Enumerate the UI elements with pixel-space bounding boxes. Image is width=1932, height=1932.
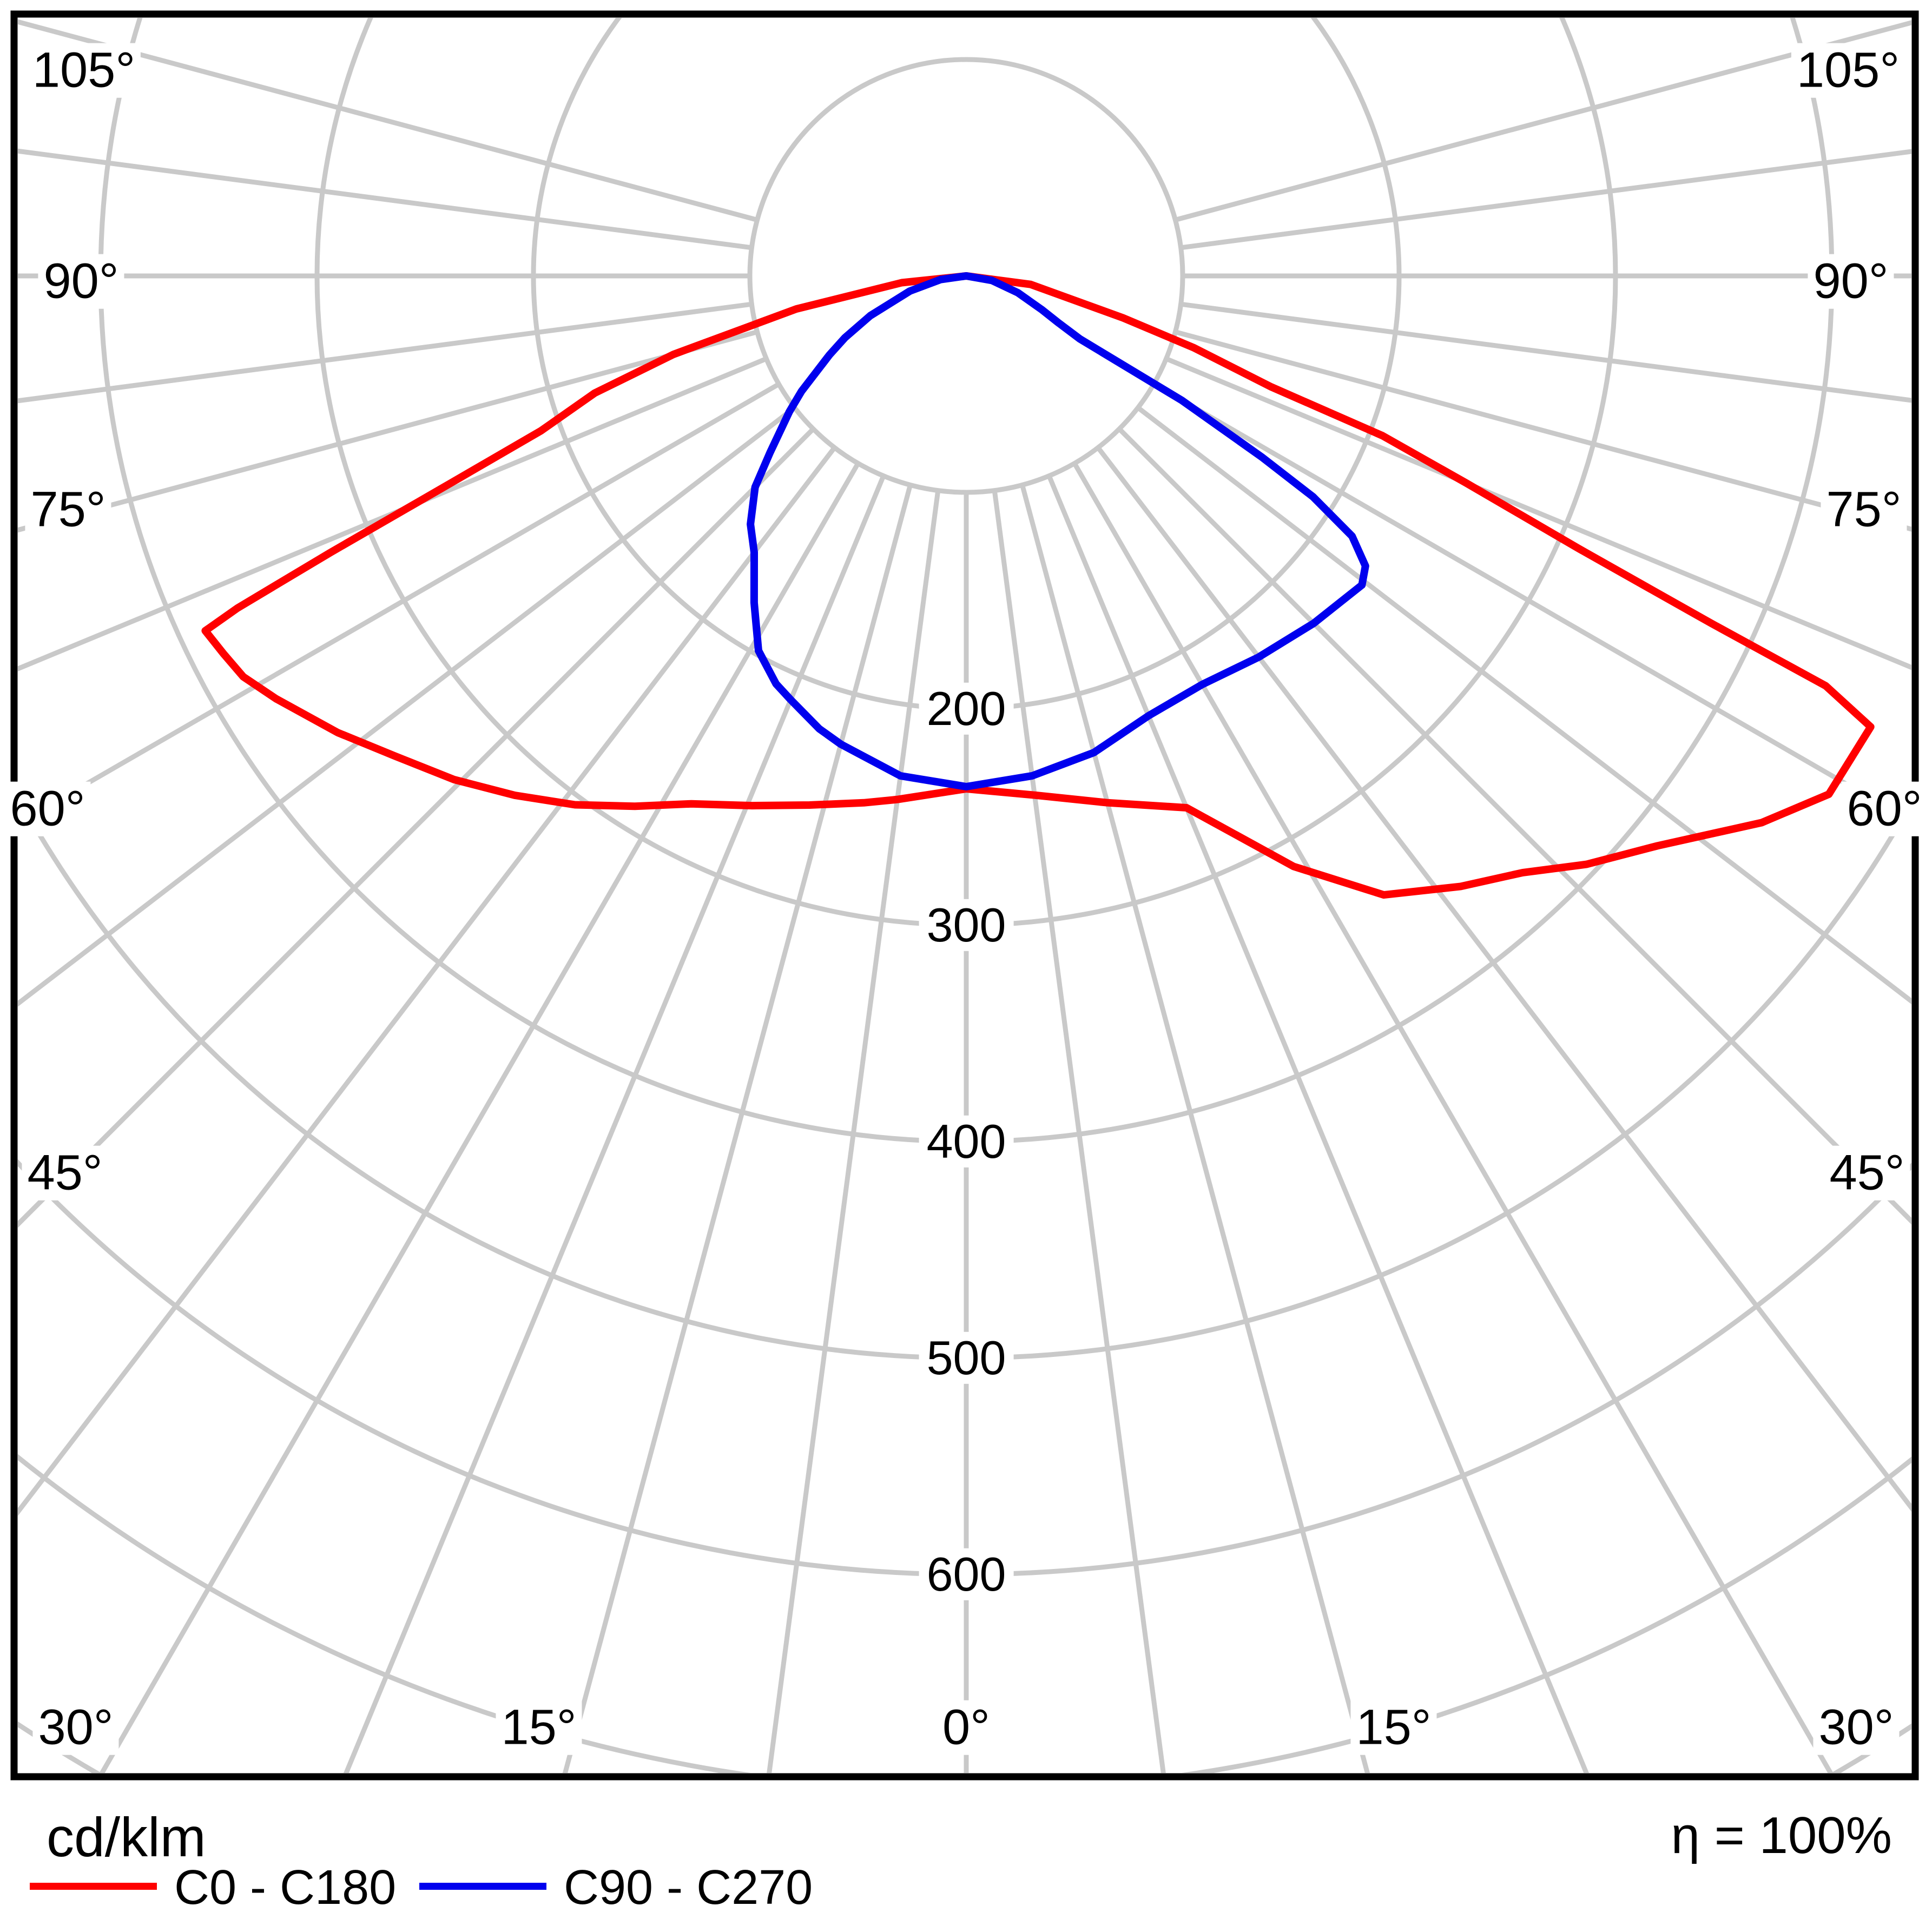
curve-c90-c270 (747, 272, 1369, 790)
chart-border (10, 10, 1919, 1781)
angle-label-30-left: 30° (32, 1700, 119, 1755)
angle-label-90-right: 90° (1808, 254, 1894, 309)
efficiency-label: η = 100% (1671, 1806, 1892, 1864)
angle-label-60-right: 60° (1841, 781, 1928, 836)
angle-label-45-right: 45° (1824, 1145, 1910, 1201)
radial-tick-400: 400 (919, 1115, 1014, 1168)
angle-label-75-right: 75° (1821, 482, 1907, 537)
radial-tick-300: 300 (919, 899, 1014, 952)
grid-radial--37.5 (18, 446, 837, 1516)
grid-radial--52.5 (18, 405, 796, 1007)
radial-tick-500: 500 (919, 1331, 1014, 1384)
grid-radial--105 (18, 19, 758, 222)
grid-radial-105 (1175, 20, 1911, 222)
radial-tick-600: 600 (919, 1548, 1014, 1601)
angle-label-105-left: 105° (27, 43, 141, 98)
grid-radial--45 (18, 427, 815, 1228)
grid-radial--67.5 (18, 356, 768, 671)
legend-line-c90-c270 (419, 1883, 546, 1890)
angle-label-30-right: 30° (1813, 1700, 1900, 1755)
legend-line-c0-c180 (30, 1883, 157, 1890)
grid-radial--22.5 (344, 474, 886, 1773)
angle-label-75-left: 75° (25, 482, 111, 537)
grid-radial-82.5 (1180, 301, 1911, 403)
grid-radial-22.5 (1046, 474, 1589, 1773)
grid-radial--30 (99, 462, 860, 1773)
grid-radial-15 (1020, 484, 1370, 1773)
angle-label-45-left: 45° (22, 1145, 108, 1201)
curve-c0-c180 (201, 272, 1875, 899)
legend-label-c90-c270: C90 - C270 (564, 1861, 813, 1915)
grid-radial-37.5 (1096, 446, 1911, 1512)
grid-radial-75 (1175, 329, 1911, 532)
radial-tick-200: 200 (919, 682, 1014, 735)
grid-radial--75 (18, 329, 758, 533)
grid-radial-67.5 (1165, 356, 1911, 670)
angle-label-60-left: 60° (4, 781, 91, 836)
angle-label-15-left: 15° (496, 1700, 582, 1755)
grid-radial--97.5 (18, 148, 753, 250)
legend-label-c0-c180: C0 - C180 (174, 1861, 397, 1915)
angle-label-15-right: 15° (1350, 1700, 1437, 1755)
grid-radial-45 (1117, 427, 1911, 1225)
grid-radial--15 (562, 484, 913, 1773)
angle-label-105-right: 105° (1791, 43, 1905, 98)
grid-radial-97.5 (1180, 149, 1911, 250)
grid-radial-30 (1072, 462, 1834, 1773)
grid-radial-52.5 (1136, 405, 1911, 1005)
angle-label-0-left: 0° (937, 1700, 995, 1755)
units-label: cd/klm (47, 1806, 206, 1868)
grid-radial--82.5 (18, 301, 753, 404)
angle-label-90-left: 90° (38, 254, 124, 309)
